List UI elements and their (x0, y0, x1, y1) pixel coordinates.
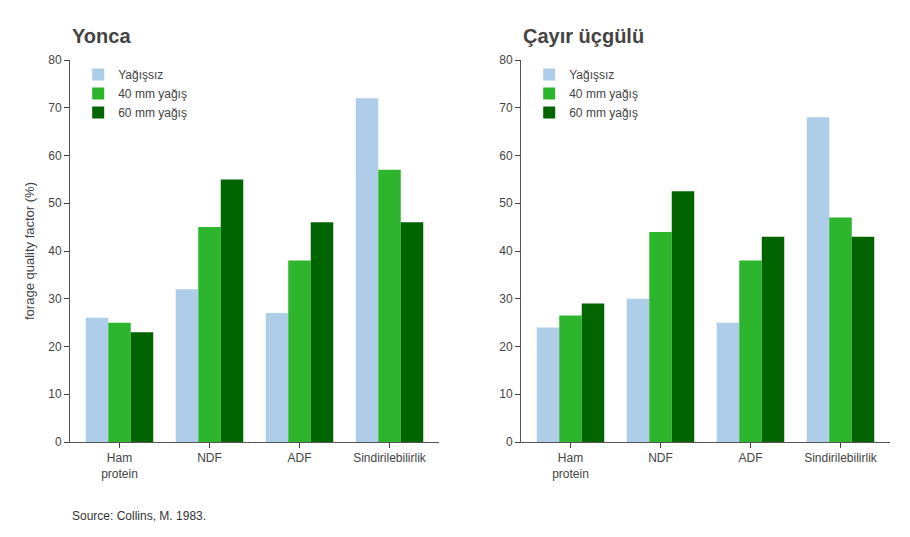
svg-text:20: 20 (48, 340, 62, 354)
svg-text:40 mm yağış: 40 mm yağış (118, 87, 187, 101)
svg-text:40: 40 (499, 244, 513, 258)
svg-text:Çayır üçgülü: Çayır üçgülü (523, 25, 644, 47)
svg-text:50: 50 (48, 196, 62, 210)
svg-text:20: 20 (499, 340, 513, 354)
svg-text:Yağışsız: Yağışsız (569, 68, 614, 82)
svg-text:forage quality factor (%): forage quality factor (%) (22, 182, 37, 320)
svg-text:Sindirilebilirlik: Sindirilebilirlik (804, 451, 878, 465)
svg-text:30: 30 (48, 292, 62, 306)
svg-text:40: 40 (48, 244, 62, 258)
svg-text:30: 30 (499, 292, 513, 306)
svg-text:80: 80 (48, 53, 62, 67)
svg-text:0: 0 (55, 435, 62, 449)
svg-text:ADF: ADF (739, 451, 763, 465)
svg-text:40 mm yağış: 40 mm yağış (569, 87, 638, 101)
svg-text:NDF: NDF (197, 451, 222, 465)
svg-text:Sindirilebilirlik: Sindirilebilirlik (353, 451, 427, 465)
svg-text:10: 10 (499, 387, 513, 401)
svg-text:60 mm yağış: 60 mm yağış (569, 106, 638, 120)
svg-text:Hamprotein: Hamprotein (552, 451, 589, 481)
svg-text:Hamprotein: Hamprotein (101, 451, 138, 481)
svg-text:ADF: ADF (288, 451, 312, 465)
svg-text:60: 60 (499, 149, 513, 163)
svg-text:10: 10 (48, 387, 62, 401)
svg-text:Yağışsız: Yağışsız (118, 68, 163, 82)
svg-text:50: 50 (499, 196, 513, 210)
svg-text:60: 60 (48, 149, 62, 163)
svg-text:70: 70 (499, 101, 513, 115)
svg-text:70: 70 (48, 101, 62, 115)
svg-text:Yonca: Yonca (72, 25, 131, 47)
svg-text:NDF: NDF (648, 451, 673, 465)
svg-text:80: 80 (499, 53, 513, 67)
svg-text:Source: Collins, M. 1983.: Source: Collins, M. 1983. (72, 509, 206, 523)
svg-text:60 mm yağış: 60 mm yağış (118, 106, 187, 120)
svg-text:0: 0 (506, 435, 513, 449)
